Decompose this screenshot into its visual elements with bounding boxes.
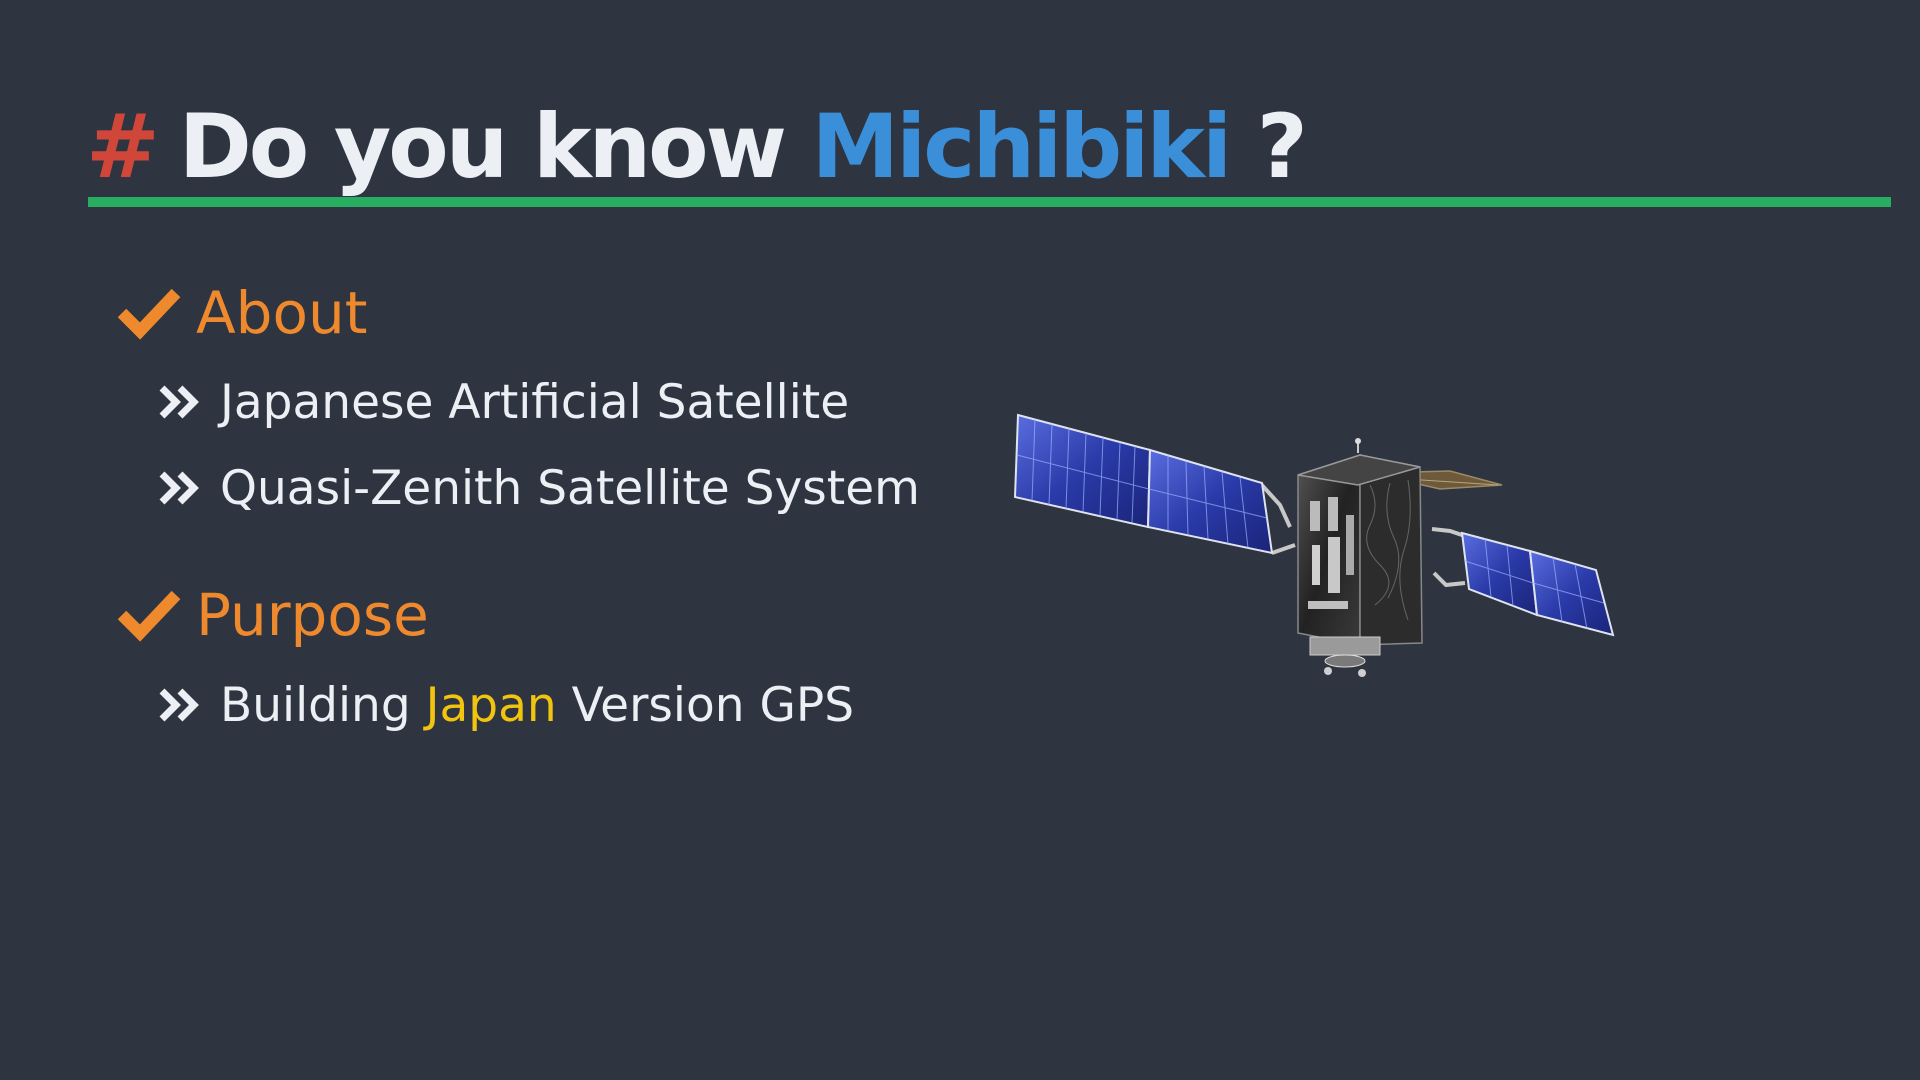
list-item: Building Japan Version GPS <box>158 673 854 737</box>
list-item: Quasi-Zenith Satellite System <box>158 456 920 520</box>
slide-title: # Do you know Michibiki ? <box>86 92 1308 202</box>
right-boom <box>1431 527 1466 588</box>
list-item-text: Building Japan Version GPS <box>220 678 854 733</box>
section-heading-purpose: Purpose <box>116 575 429 655</box>
title-underline <box>88 197 1891 207</box>
section-heading-about: About <box>116 273 367 353</box>
list-item: Japanese Artificial Satellite <box>158 370 849 434</box>
section-heading-label: Purpose <box>196 581 429 649</box>
satellite-body <box>1297 438 1423 677</box>
double-chevron-right-icon <box>159 688 199 722</box>
left-boom <box>1258 481 1296 555</box>
title-prefix: Do you know <box>178 95 787 198</box>
text-before: Building <box>220 677 411 733</box>
text-after: Version GPS <box>571 677 855 733</box>
double-chevron-right-icon <box>159 471 199 505</box>
check-icon <box>117 288 181 340</box>
list-item-text: Quasi-Zenith Satellite System <box>220 460 920 516</box>
satellite-illustration <box>1013 413 1615 677</box>
list-item-text: Japanese Artificial Satellite <box>220 374 850 430</box>
right-solar-wing <box>1460 531 1615 637</box>
check-icon <box>117 590 181 642</box>
title-suffix: ? <box>1256 95 1308 198</box>
section-heading-label: About <box>196 279 368 347</box>
title-highlight: Michibiki <box>811 95 1233 198</box>
title-hash: # <box>86 95 160 198</box>
double-chevron-right-icon <box>159 385 199 419</box>
left-solar-wing <box>1013 413 1274 555</box>
accent-text: Japan <box>425 677 557 733</box>
